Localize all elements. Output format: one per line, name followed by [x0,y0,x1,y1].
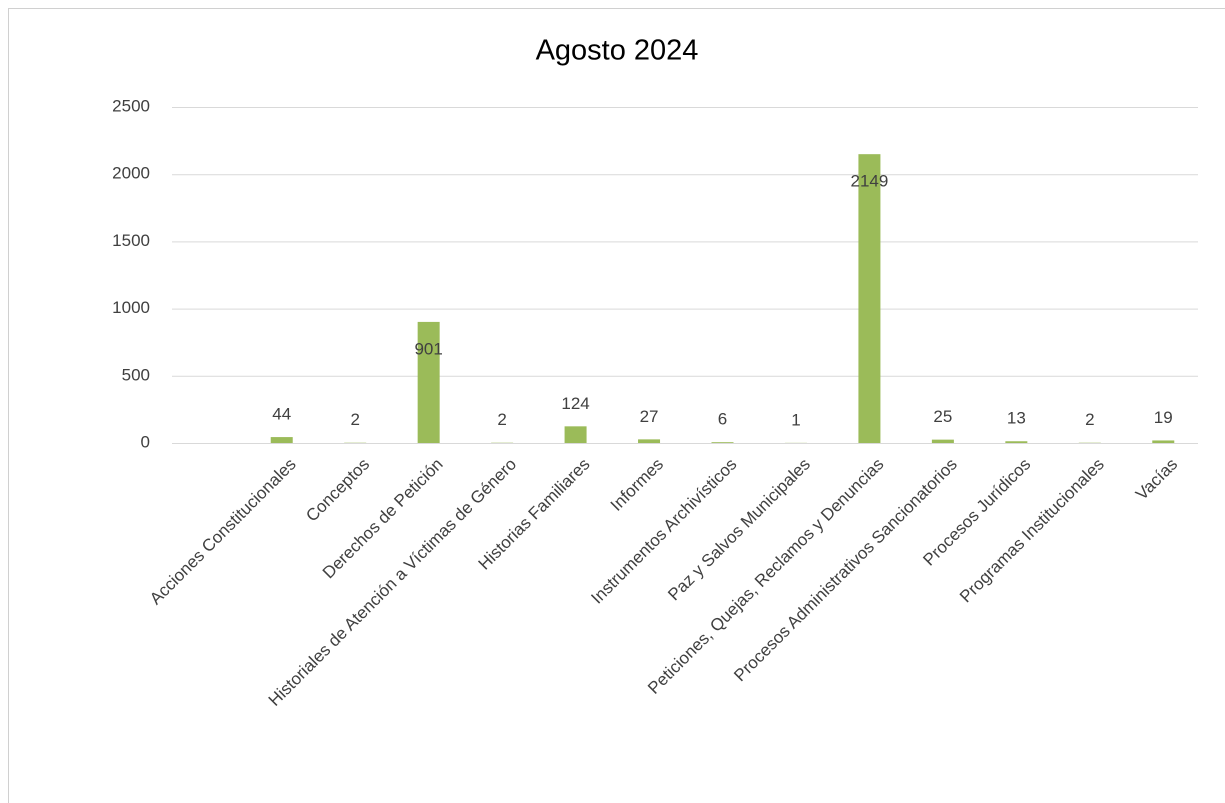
bar [1152,440,1175,443]
y-tick-label: 0 [141,432,150,451]
data-label: 6 [718,410,727,429]
x-tick-label: Vacías [1132,455,1181,504]
bar [270,437,293,443]
bar [711,442,734,443]
bar [638,439,661,443]
bar [564,426,587,443]
x-tick-label: Informes [607,455,667,515]
chart-title: Agosto 2024 [536,35,699,67]
x-tick-label: Paz y Salvos Municipales [664,455,814,605]
x-tick-label: Conceptos [302,455,373,526]
bar [417,321,440,443]
x-tick-label: Derechos de Petición [319,455,447,583]
y-tick-label: 500 [122,365,150,384]
data-label: 2 [497,410,506,429]
bar [931,439,954,443]
x-tick-label: Programas Institucionales [956,455,1108,607]
data-label: 1 [791,410,800,429]
data-label: 124 [561,394,589,413]
y-tick-label: 1500 [112,231,150,250]
x-tick-label: Acciones Constitucionales [146,455,300,609]
bar [858,154,881,444]
data-label: 2 [350,410,359,429]
data-label: 19 [1154,408,1173,427]
data-label: 27 [640,407,659,426]
x-tick-label: Historiales de Atención a Víctimas de Gé… [265,455,520,710]
y-tick-label: 2000 [112,164,150,183]
data-label: 2149 [851,172,889,191]
data-label: 44 [272,405,291,424]
data-label: 901 [414,339,442,358]
y-tick-label: 2500 [112,96,150,115]
bar [1005,441,1028,443]
data-label: 2 [1085,410,1094,429]
y-tick-label: 1000 [112,298,150,317]
data-label: 13 [1007,409,1026,428]
data-label: 25 [933,407,952,426]
x-tick-label: Instrumentos Archivísticos [587,455,740,608]
